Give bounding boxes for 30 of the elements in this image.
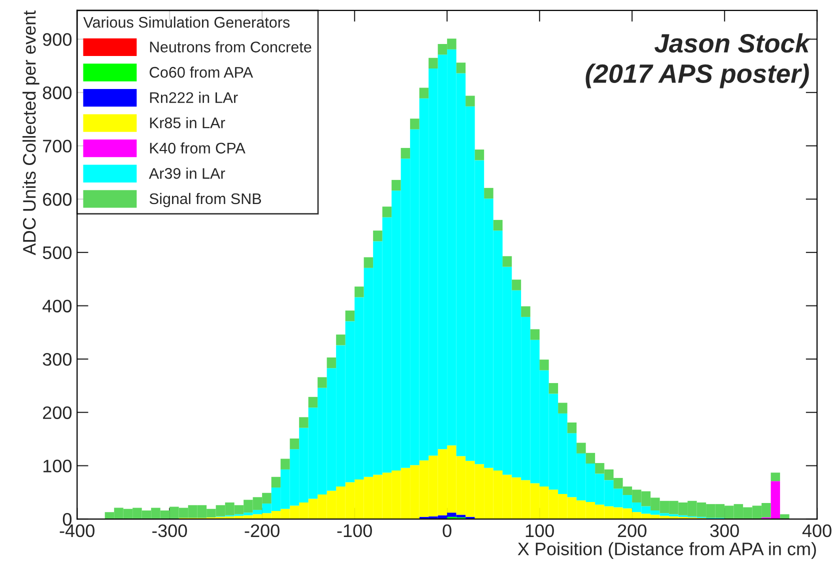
legend-label: K40 from CPA [150, 142, 246, 154]
x-tick-label: -300 [152, 524, 187, 538]
legend-label: Rn222 in LAr [150, 92, 238, 103]
y-tick-label: 900 [42, 33, 72, 46]
legend-title: Various Simulation Generators [83, 16, 290, 28]
y-tick-label: 300 [42, 353, 72, 366]
y-tick-label: 100 [43, 460, 72, 472]
y-tick-label: 200 [43, 406, 72, 420]
legend-label: Neutrons from Concrete [150, 41, 312, 52]
legend-label: Signal from SNB [150, 192, 262, 208]
y-axis-title: ADC Units Collected per event [22, 10, 40, 256]
x-tick-label: 300 [710, 524, 739, 538]
x-tick-label: -100 [337, 524, 372, 538]
x-axis-title: X Poisition (Distance from APA in cm) [518, 542, 816, 559]
y-tick-label: 800 [42, 86, 72, 100]
y-tick-label: 700 [43, 140, 72, 153]
y-tick-label: 500 [42, 246, 72, 260]
y-tick-label: 0 [62, 512, 72, 526]
x-tick-label: 0 [442, 524, 452, 538]
x-tick-label: -400 [60, 524, 94, 538]
y-tick-label: 600 [43, 193, 72, 206]
y-tick-label: 400 [42, 300, 72, 312]
x-tick-label: 200 [618, 524, 646, 538]
legend-label: Co60 from APA [150, 66, 254, 78]
x-tick-label: 100 [526, 524, 554, 538]
legend-label: Ar39 in LAr [148, 168, 226, 179]
legend-label: Kr85 in LAr [150, 117, 226, 128]
x-tick-label: -200 [244, 524, 280, 538]
annotation: Jason Stock (2017 APS poster) [586, 33, 811, 88]
x-tick-label: 400 [802, 524, 832, 538]
